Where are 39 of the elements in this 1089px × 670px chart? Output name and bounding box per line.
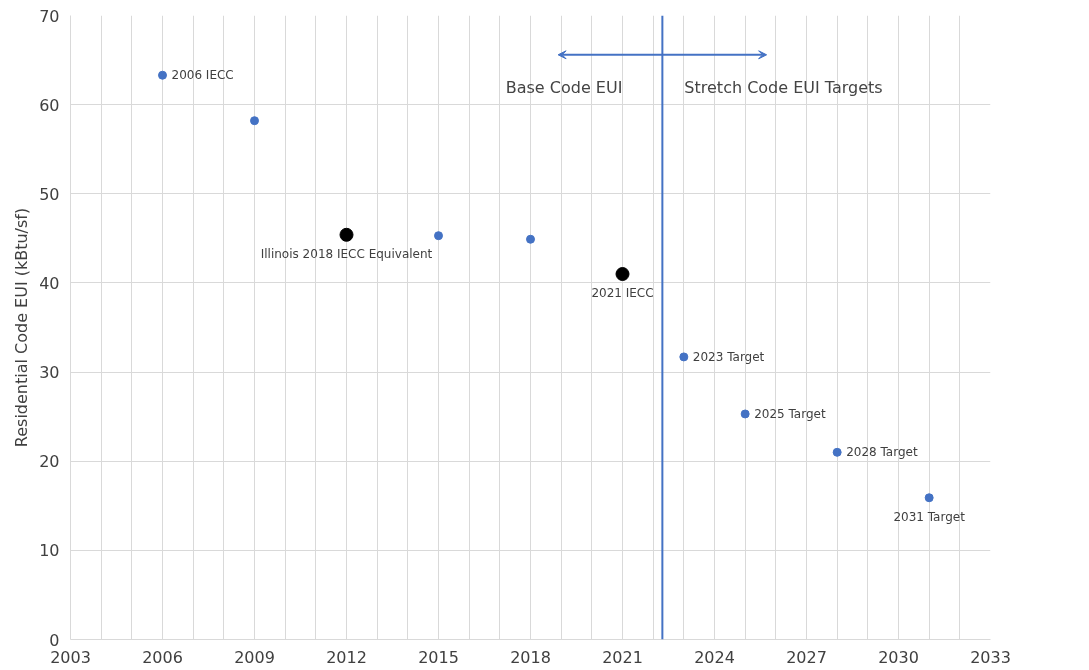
point bbox=[158, 70, 167, 80]
y-tick-label: 60 bbox=[39, 95, 60, 115]
annotation: 2021 IECC bbox=[591, 286, 654, 301]
y-tick-label: 20 bbox=[39, 452, 60, 472]
y-tick-label: 30 bbox=[39, 363, 60, 383]
y-tick-label: 0 bbox=[49, 630, 60, 650]
point bbox=[434, 231, 443, 241]
y-tick-label: 10 bbox=[39, 541, 60, 561]
x-tick-label: 2027 bbox=[786, 647, 827, 667]
point bbox=[832, 447, 842, 457]
x-tick-label: 2009 bbox=[234, 647, 275, 667]
y-tick-label: 70 bbox=[39, 6, 60, 26]
x-tick-label: 2006 bbox=[142, 647, 183, 667]
x-tick-label: 2012 bbox=[326, 647, 367, 667]
x-tick-label: 2021 bbox=[602, 647, 643, 667]
x-tick-label: 2030 bbox=[878, 647, 919, 667]
point bbox=[339, 227, 354, 242]
x-tick-label: 2033 bbox=[970, 647, 1011, 667]
y-tick-label: 50 bbox=[39, 184, 60, 204]
annotation: 2031 Target bbox=[893, 509, 966, 524]
point bbox=[679, 352, 689, 362]
x-tick-label: 2024 bbox=[694, 647, 735, 667]
point bbox=[924, 493, 934, 503]
point bbox=[250, 116, 259, 126]
annotation: 2006 IECC bbox=[171, 68, 234, 83]
x-tick-label: 2003 bbox=[50, 647, 91, 667]
x-tick-label: 2015 bbox=[418, 647, 459, 667]
annotation: Base Code EUI bbox=[505, 77, 623, 97]
annotation: 2023 Target bbox=[692, 349, 765, 364]
x-tick-label: 2018 bbox=[510, 647, 551, 667]
annotation: Stretch Code EUI Targets bbox=[684, 77, 883, 97]
annotation: 2028 Target bbox=[846, 445, 918, 460]
y-tick-label: 40 bbox=[39, 273, 60, 293]
point bbox=[615, 267, 630, 281]
annotation: Illinois 2018 IECC Equivalent bbox=[260, 246, 433, 261]
point bbox=[526, 234, 535, 244]
y-axis-title: Residential Code EUI (kBtu/sf) bbox=[12, 207, 32, 448]
point bbox=[740, 409, 750, 419]
annotation: 2025 Target bbox=[754, 406, 826, 421]
